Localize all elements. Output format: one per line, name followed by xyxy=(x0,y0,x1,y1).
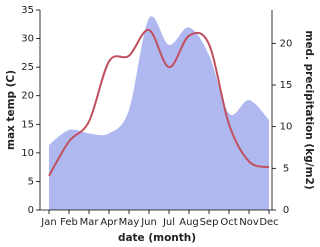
y2-tick-label: 20 xyxy=(280,38,293,49)
y-tick-label: 25 xyxy=(21,62,34,73)
y2-tick-label: 5 xyxy=(283,163,289,174)
y-tick-label: 35 xyxy=(21,5,34,16)
y-tick-label: 30 xyxy=(21,34,34,45)
x-axis-label: date (month) xyxy=(118,232,196,244)
y-tick-label: 10 xyxy=(21,148,34,159)
x-tick-label: Mar xyxy=(80,217,100,228)
x-tick-label: Jul xyxy=(162,217,175,228)
x-tick-label: Apr xyxy=(100,217,118,228)
x-tick-label: Aug xyxy=(179,217,199,228)
x-tick-label: Jan xyxy=(40,217,56,228)
temp-line xyxy=(48,29,270,177)
y2-tick-label: 10 xyxy=(280,122,293,133)
x-tick-label: Feb xyxy=(60,217,78,228)
y2-tick-label: 15 xyxy=(280,80,293,91)
x-tick-label: Nov xyxy=(239,217,259,228)
y2-axis-label: med. precipitation (kg/m2) xyxy=(303,30,315,189)
y-tick-label: 20 xyxy=(21,91,34,102)
y-axis-label: max temp (C) xyxy=(5,70,17,150)
x-tick-label: May xyxy=(119,217,140,228)
y-tick-label: 15 xyxy=(21,119,34,130)
x-tick-label: Dec xyxy=(259,217,278,228)
y-tick-label: 0 xyxy=(28,205,34,216)
y-tick-label: 5 xyxy=(28,176,34,187)
precipitation-area xyxy=(49,16,269,210)
x-tick-label: Jun xyxy=(140,217,157,228)
y2-tick-label: 0 xyxy=(283,205,289,216)
x-tick-label: Sep xyxy=(200,217,219,228)
x-tick-label: Oct xyxy=(220,217,237,228)
